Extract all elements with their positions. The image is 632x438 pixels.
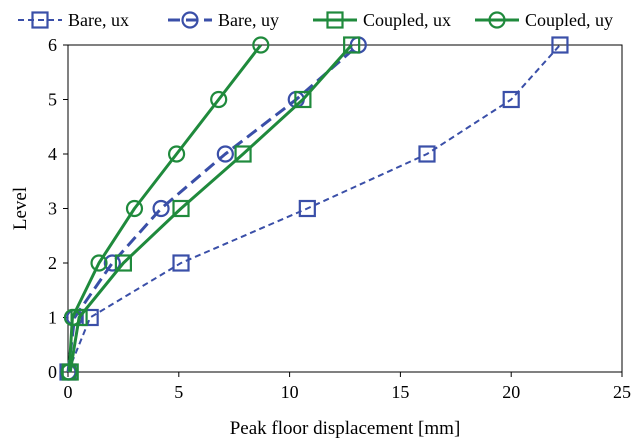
- y-tick-label: 0: [48, 362, 57, 382]
- legend-marker: [488, 11, 506, 29]
- data-point: [167, 145, 186, 163]
- x-tick-label: 25: [613, 382, 631, 402]
- series-2: [59, 36, 367, 381]
- x-tick-label: 20: [502, 382, 520, 402]
- data-point: [63, 308, 82, 327]
- x-tick-label: 5: [174, 382, 183, 402]
- legend-item-2: Bare, uy: [168, 10, 279, 30]
- y-tick-label: 3: [48, 199, 57, 219]
- legend-label: Bare, ux: [68, 10, 129, 30]
- data-point: [418, 145, 436, 163]
- series-layer: [59, 36, 569, 381]
- data-point: [252, 36, 270, 54]
- legend-item-3: Coupled, ux: [313, 10, 451, 30]
- legend-marker: [181, 11, 199, 29]
- x-axis-label: Peak floor displacement [mm]: [230, 418, 461, 438]
- data-point: [216, 145, 234, 163]
- legend: Bare, ux Bare, uy Coupled, ux Coupled, uy: [18, 10, 613, 30]
- series-4: [60, 36, 270, 381]
- series-line: [67, 44, 262, 373]
- x-tick-label: 0: [64, 382, 73, 402]
- legend-label: Coupled, ux: [363, 10, 451, 30]
- y-axis: 0 1 2 3 4 5 6: [48, 35, 68, 382]
- data-point: [125, 199, 144, 218]
- legend-label: Bare, uy: [218, 10, 279, 30]
- data-point: [298, 199, 316, 218]
- data-point: [152, 199, 170, 218]
- data-point: [294, 90, 312, 109]
- x-axis: 0 5 10 15 20 25: [64, 372, 631, 402]
- data-point: [90, 254, 108, 272]
- y-tick-label: 2: [48, 253, 57, 273]
- data-point: [172, 254, 190, 272]
- data-point: [60, 363, 78, 381]
- x-tick-label: 10: [281, 382, 299, 402]
- data-point: [234, 145, 252, 163]
- series-line: [67, 44, 561, 373]
- data-point: [103, 254, 121, 272]
- data-point: [172, 199, 190, 218]
- data-point: [551, 36, 569, 54]
- legend-marker: [31, 11, 49, 29]
- data-point: [210, 90, 228, 109]
- y-tick-label: 1: [48, 308, 57, 328]
- data-point: [114, 254, 133, 272]
- x-tick-label: 15: [391, 382, 409, 402]
- y-tick-label: 6: [48, 35, 57, 55]
- y-axis-label: Level: [10, 187, 31, 230]
- data-point: [343, 36, 361, 54]
- plot-area-frame: [67, 44, 623, 373]
- y-tick-label: 5: [48, 90, 57, 110]
- data-point: [502, 90, 520, 109]
- legend-item-4: Coupled, uy: [475, 10, 613, 30]
- legend-label: Coupled, uy: [525, 10, 613, 30]
- legend-marker: [326, 11, 344, 29]
- y-tick-label: 4: [48, 144, 57, 164]
- legend-item-1: Bare, ux: [18, 10, 129, 30]
